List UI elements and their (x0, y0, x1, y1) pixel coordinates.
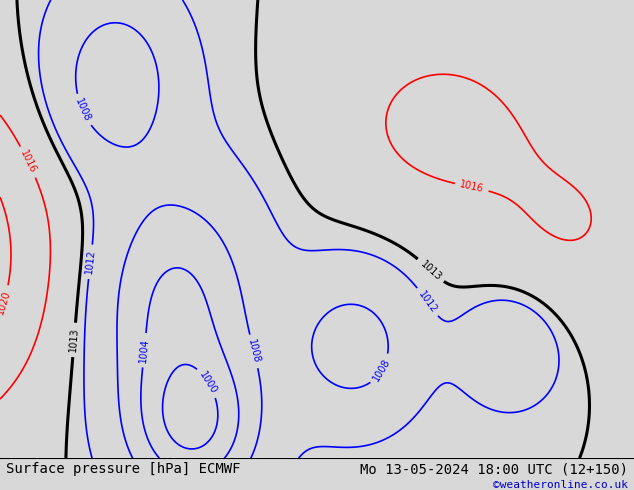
Text: 1004: 1004 (138, 338, 150, 363)
Text: 1016: 1016 (18, 148, 38, 175)
Text: 1008: 1008 (73, 97, 92, 123)
Text: 1008: 1008 (246, 338, 262, 365)
Text: 1000: 1000 (197, 369, 219, 395)
Text: 1013: 1013 (418, 259, 443, 282)
Text: 1012: 1012 (416, 289, 439, 315)
Text: 1016: 1016 (459, 180, 485, 195)
Text: Surface pressure [hPa] ECMWF: Surface pressure [hPa] ECMWF (6, 462, 241, 476)
Text: 1012: 1012 (84, 249, 97, 274)
Text: 1013: 1013 (68, 327, 80, 352)
Text: 1020: 1020 (0, 289, 12, 315)
Text: 1008: 1008 (372, 357, 392, 383)
Text: Mo 13-05-2024 18:00 UTC (12+150): Mo 13-05-2024 18:00 UTC (12+150) (359, 462, 628, 476)
Text: ©weatheronline.co.uk: ©weatheronline.co.uk (493, 480, 628, 490)
